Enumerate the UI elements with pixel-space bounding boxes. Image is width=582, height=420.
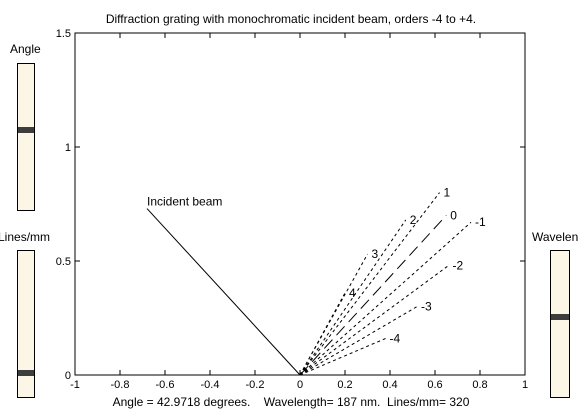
lines-slider-thumb[interactable] [18,370,34,376]
incident-beam-label: Incident beam [147,195,222,209]
angle-slider-thumb[interactable] [18,127,34,133]
y-tick-label: 1 [65,142,71,154]
y-tick-label: 0.5 [56,256,71,268]
order-label: 4 [349,286,356,300]
x-tick-label: -0.4 [201,379,220,391]
x-tick-label: 0.6 [427,379,442,391]
plot-frame [74,32,526,376]
x-tick-label: 0 [297,379,303,391]
incident-beam-line [146,208,301,376]
wavelength-slider[interactable] [550,250,570,398]
order-line [299,338,386,376]
order-line [299,215,447,376]
order-label: 2 [410,213,417,227]
status-angle: Angle = 42.9718 degrees. [112,395,251,409]
x-tick-label: 1 [522,379,528,391]
lines-slider[interactable] [17,250,35,398]
order-label: -4 [390,332,401,346]
order-label: -3 [421,300,432,314]
wavelength-slider-label: Wavelen [532,230,579,244]
angle-slider[interactable] [17,63,35,211]
order-line [299,219,407,376]
chart-title: Diffraction grating with monochromatic i… [105,12,477,26]
order-line [299,292,346,376]
lines-slider-label: Lines/mm [0,230,51,244]
status-wavelength: Wavelength= 187 nm. [263,395,381,409]
order-line [299,306,418,376]
order-label: 0 [450,208,457,222]
angle-slider-label: Angle [10,42,41,56]
order-label: -2 [453,259,464,273]
order-line [299,253,368,376]
x-tick-label: 0.2 [337,379,352,391]
status-line: Angle = 42.9718 degrees. Wavelength= 187… [0,395,582,409]
status-lines: Lines/mm= 320 [387,395,470,409]
x-tick-label: -1 [70,379,80,391]
x-tick-label: 0.8 [472,379,487,391]
order-label: -1 [475,215,486,229]
x-tick-label: -0.8 [111,379,130,391]
x-tick-label: -0.2 [246,379,265,391]
order-label: 3 [372,247,379,261]
order-label: 1 [444,186,451,200]
order-line [299,192,440,376]
wavelength-slider-thumb[interactable] [551,314,569,320]
order-line [299,221,472,376]
y-tick-label: 0 [65,370,71,382]
x-tick-label: -0.6 [156,379,175,391]
y-tick-label: 1.5 [56,28,71,40]
order-line [299,265,449,376]
x-tick-label: 0.4 [382,379,397,391]
